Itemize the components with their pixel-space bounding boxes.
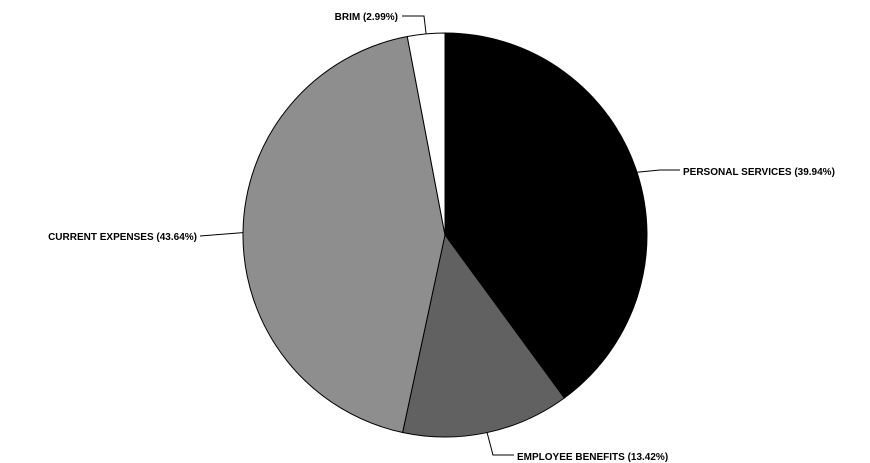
leader-lines — [199, 15, 680, 456]
slice-label-employee-benefits: EMPLOYEE BENEFITS (13.42%) — [517, 452, 668, 463]
pie-slice-personal-services — [444, 32, 648, 399]
leader-line-employee-benefits — [486, 432, 514, 456]
slice-label-current-expenses: CURRENT EXPENSES (43.64%) — [48, 232, 197, 243]
pie-slice-employee-benefits — [402, 233, 566, 438]
leader-line-brim — [402, 15, 427, 34]
slice-label-personal-services: PERSONAL SERVICES (39.94%) — [683, 167, 835, 178]
pie-slices — [242, 32, 648, 438]
leader-line-personal-services — [636, 169, 680, 173]
slice-label-brim: BRIM (2.99%) — [335, 12, 398, 23]
leader-line-current-expenses — [199, 232, 244, 237]
pie-slice-current-expenses — [242, 35, 446, 434]
